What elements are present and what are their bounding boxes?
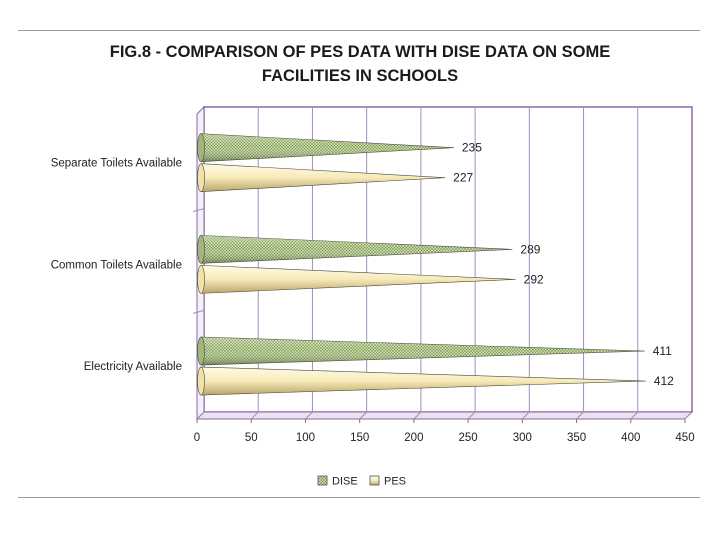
x-tick-label: 450 xyxy=(675,432,694,444)
pes-legend-label: PES xyxy=(384,476,406,488)
dise-legend-label: DISE xyxy=(332,476,358,488)
pes-cone xyxy=(197,163,446,193)
dise-cone-base xyxy=(197,235,205,264)
dise-cone-shade xyxy=(201,133,454,162)
dise-cone-base xyxy=(197,133,205,162)
data-label: 292 xyxy=(524,272,544,286)
pes-cone xyxy=(197,366,646,396)
floor-gridline xyxy=(467,411,476,420)
data-label: 235 xyxy=(462,141,482,155)
data-labels: 235 227 289 292 411 412 xyxy=(453,141,674,388)
category-separator xyxy=(192,309,205,314)
x-tick-label: 250 xyxy=(459,432,478,444)
pes-cone-base xyxy=(197,366,205,396)
x-tick-label: 0 xyxy=(194,432,200,444)
dise-cone-shade xyxy=(201,235,513,264)
top-rule xyxy=(18,30,700,31)
floor-gridline xyxy=(521,411,530,420)
chart-title-line2: FACILITIES IN SCHOOLS xyxy=(261,67,459,85)
x-tick-label: 50 xyxy=(245,432,258,444)
chart-title: FIG.8 - COMPARISON OF PES DATA WITH DISE… xyxy=(60,40,660,88)
data-label: 227 xyxy=(453,171,473,185)
data-label: 289 xyxy=(520,242,540,256)
x-tick-label: 150 xyxy=(350,432,369,444)
floor-gridline xyxy=(359,411,368,420)
pes-cone-base xyxy=(197,265,205,294)
legend: DISE PES xyxy=(317,475,406,488)
category-label: Electricity Available xyxy=(84,361,182,373)
x-tick-label: 200 xyxy=(404,432,423,444)
x-axis: 0 50 100 150 200 250 300 350 400 450 xyxy=(194,419,695,444)
dise-cone xyxy=(197,336,645,366)
floor-gridline xyxy=(684,411,693,420)
data-label: 412 xyxy=(654,374,674,388)
cone-bars xyxy=(197,133,646,396)
dise-cone xyxy=(197,133,454,163)
bottom-rule xyxy=(18,497,700,498)
floor-gridline xyxy=(630,411,639,420)
dise-cone-shade xyxy=(201,337,645,366)
pes-cone xyxy=(197,265,516,294)
x-tick-label: 100 xyxy=(296,432,315,444)
floor-gridline xyxy=(576,411,584,420)
category-label: Common Toilets Available xyxy=(51,259,182,271)
category-labels: Separate Toilets Available Common Toilets… xyxy=(51,158,182,373)
category-label: Separate Toilets Available xyxy=(51,158,182,170)
dise-cone xyxy=(197,235,513,264)
floor-gridline xyxy=(413,411,422,420)
dise-legend-swatch xyxy=(317,475,328,486)
x-tick-label: 300 xyxy=(513,432,532,444)
floor xyxy=(195,411,694,420)
data-label: 411 xyxy=(653,344,672,358)
x-tick-label: 400 xyxy=(621,432,640,444)
floor-gridline xyxy=(250,411,259,420)
floor-gridline xyxy=(305,411,313,420)
dise-cone-base xyxy=(197,336,205,366)
pes-legend-swatch xyxy=(369,475,380,486)
category-separator xyxy=(192,208,205,213)
chart-title-line1: FIG.8 - COMPARISON OF PES DATA WITH DISE… xyxy=(109,43,611,61)
floor-gridline xyxy=(196,411,205,420)
pes-cone-base xyxy=(197,163,205,192)
x-tick-label: 350 xyxy=(567,432,586,444)
